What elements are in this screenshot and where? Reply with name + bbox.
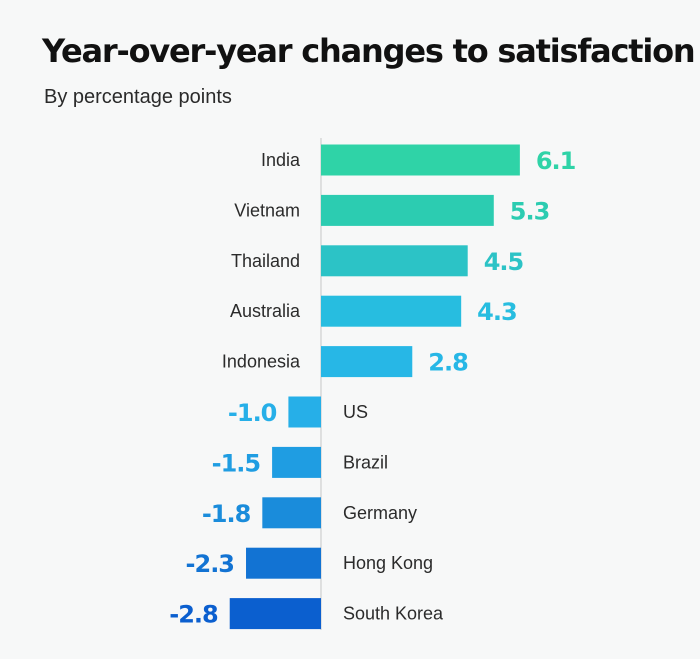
value-label-indonesia: 2.8 (428, 349, 468, 377)
value-label-us: -1.0 (228, 399, 277, 427)
bar-us (288, 396, 321, 428)
category-label-us: US (343, 402, 368, 422)
category-label-thailand: Thailand (231, 251, 300, 271)
bar-south-korea (229, 598, 321, 630)
value-label-vietnam: 5.3 (510, 197, 550, 225)
bar-australia (321, 295, 462, 327)
bar-germany (262, 497, 321, 529)
category-label-hong-kong: Hong Kong (343, 553, 433, 573)
value-label-brazil: -1.5 (212, 449, 261, 477)
category-label-germany: Germany (343, 503, 417, 523)
bar-indonesia (321, 346, 413, 378)
bar-hong-kong (246, 547, 321, 579)
category-label-indonesia: Indonesia (222, 352, 301, 372)
value-label-south-korea: -2.8 (169, 601, 218, 629)
bar-brazil (272, 446, 321, 478)
category-label-brazil: Brazil (343, 452, 388, 472)
chart-subtitle: By percentage points (44, 86, 232, 108)
value-label-thailand: 4.5 (484, 248, 524, 276)
value-label-australia: 4.3 (477, 298, 517, 326)
category-label-south-korea: South Korea (343, 604, 444, 624)
bar-vietnam (321, 194, 494, 226)
bar-thailand (321, 245, 468, 277)
category-label-vietnam: Vietnam (234, 200, 300, 220)
chart-title: Year-over-year changes to satisfaction (42, 32, 696, 70)
category-label-india: India (261, 150, 301, 170)
bar-india (321, 144, 520, 176)
value-label-india: 6.1 (536, 147, 576, 175)
value-label-hong-kong: -2.3 (186, 550, 234, 578)
value-label-germany: -1.8 (202, 500, 251, 528)
category-label-australia: Australia (230, 301, 301, 321)
